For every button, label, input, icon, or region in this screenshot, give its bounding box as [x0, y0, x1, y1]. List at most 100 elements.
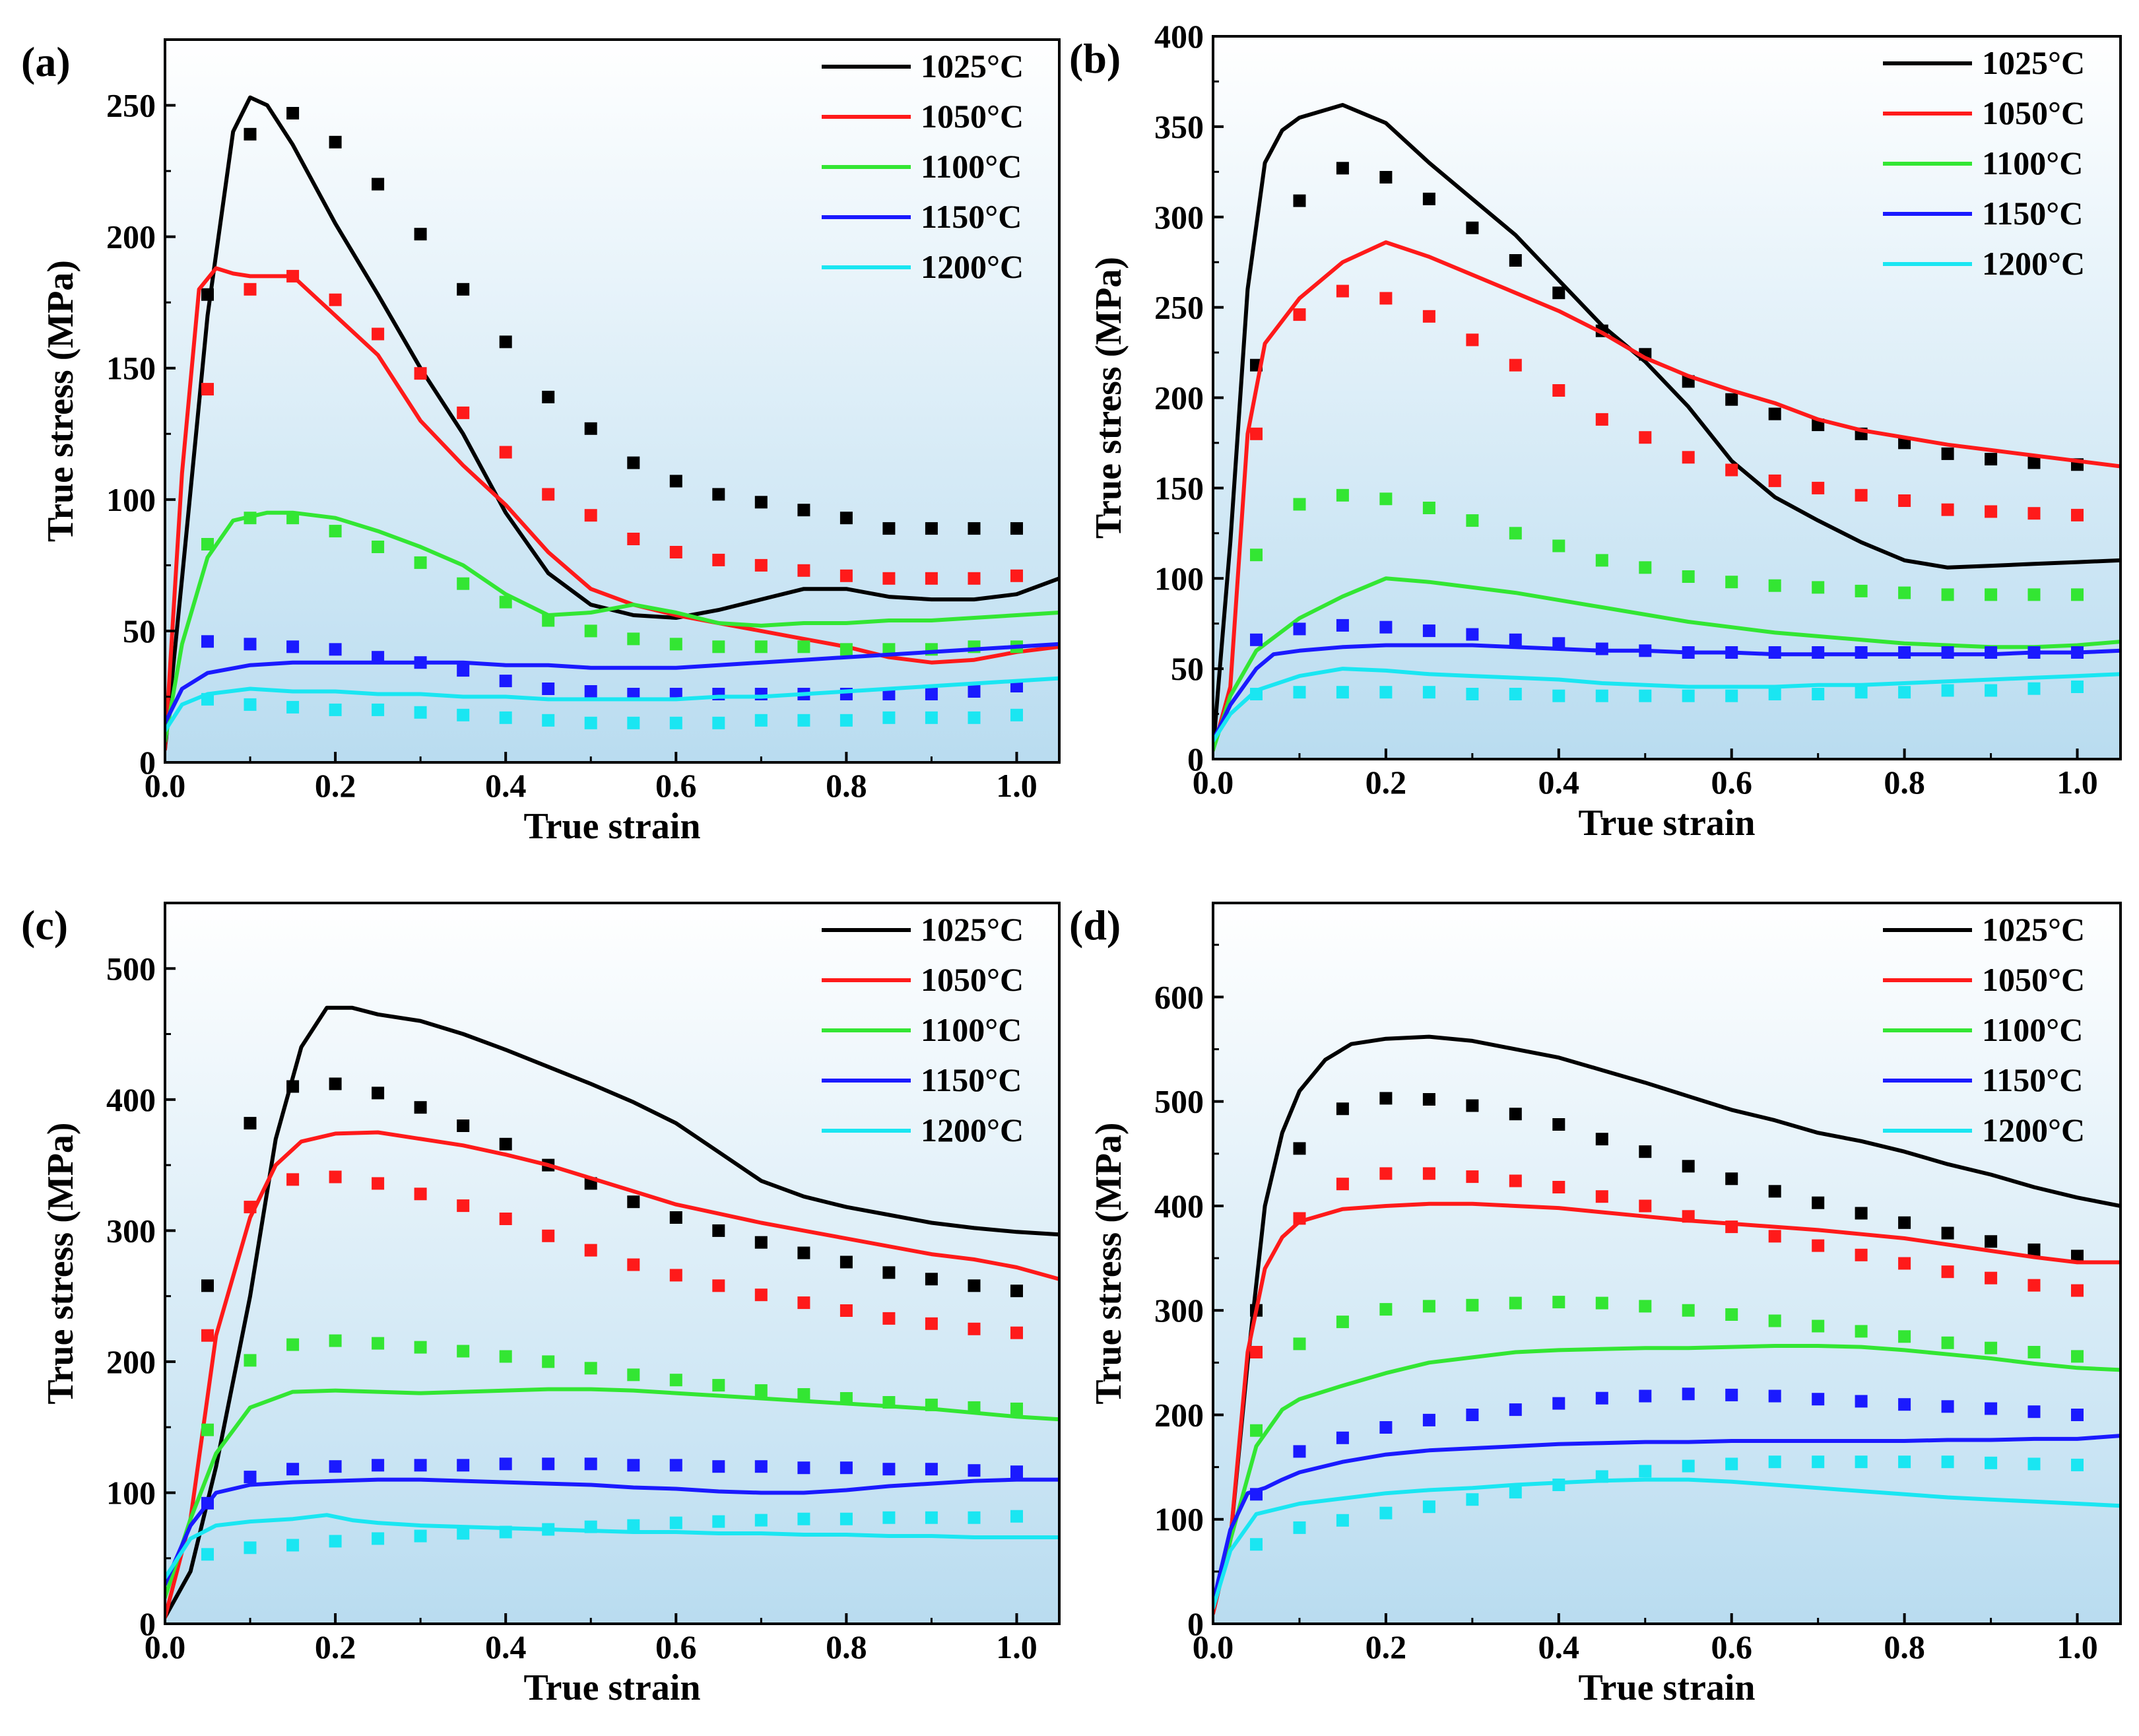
data-point-1025-c	[414, 228, 427, 241]
line-1150-c	[1213, 1434, 2121, 1605]
legend: 1025°C 1050°C 1100°C 1150°C 1200°C	[822, 48, 1024, 285]
data-point-1025-c	[499, 335, 512, 349]
line-1200-c	[165, 1513, 1059, 1580]
data-point-1050-c	[499, 1213, 512, 1225]
data-point-1200-c	[2071, 1458, 2084, 1471]
data-point-1150-c	[2027, 1405, 2041, 1419]
data-point-1150-c	[542, 1457, 555, 1471]
data-point-1200-c	[457, 1527, 470, 1540]
data-point-1200-c	[584, 1520, 597, 1533]
axes-frame	[1212, 902, 2122, 1625]
data-point-1150-c	[584, 1457, 597, 1471]
data-point-1050-c	[1682, 451, 1695, 464]
panel-label: (d)	[1069, 902, 1121, 949]
data-point-1200-c	[1682, 1459, 1695, 1473]
data-point-1150-c	[1768, 646, 1781, 659]
data-point-1200-c	[1725, 689, 1738, 702]
data-point-1150-c	[627, 1459, 640, 1472]
data-point-1050-c	[1725, 463, 1738, 477]
legend-label-1025-c: 1025°C	[921, 911, 1024, 948]
line-1150-c	[1213, 643, 2121, 743]
data-point-1150-c	[2071, 1409, 2084, 1421]
data-point-1100-c	[542, 614, 555, 627]
data-point-1025-c	[1985, 453, 1998, 466]
y-tick-label: 200	[1154, 380, 1204, 417]
data-point-1025-c	[1639, 1145, 1652, 1158]
data-point-1100-c	[1422, 502, 1435, 514]
data-point-1050-c	[2027, 507, 2041, 520]
data-point-1150-c	[1379, 1421, 1393, 1434]
y-axis-title: True stress (MPa)	[1088, 1122, 1129, 1404]
line-1025-c	[1213, 1034, 2121, 1616]
data-point-1150-c	[542, 683, 555, 695]
data-point-1100-c	[925, 1398, 938, 1411]
legend-label-1150-c: 1150°C	[921, 198, 1022, 235]
data-point-1100-c	[1466, 1298, 1479, 1312]
legend-label-1200-c: 1200°C	[1982, 245, 2085, 282]
y-axis-title: True stress (MPa)	[40, 260, 81, 542]
x-tick-label: 0.8	[1884, 764, 1925, 801]
data-point-1200-c	[712, 1515, 725, 1528]
panel-a: 0.0 0.2 0.4 0.6 0.8 1.0 0 50 100 150 200 250 True st…	[21, 38, 1061, 847]
data-point-1025-c	[1768, 1185, 1781, 1198]
data-point-1100-c	[1509, 527, 1522, 540]
data-point-1200-c	[1336, 1514, 1349, 1527]
line-1100-c	[1213, 576, 2121, 752]
x-axis-title: True strain	[1578, 1667, 1755, 1708]
data-point-1100-c	[201, 1423, 214, 1436]
data-point-1200-c	[1293, 686, 1306, 699]
data-point-1100-c	[2027, 1346, 2041, 1358]
data-point-1150-c	[968, 685, 981, 698]
legend-label-1100-c: 1100°C	[921, 148, 1022, 185]
data-point-1050-c	[669, 1269, 682, 1282]
data-point-1200-c	[201, 1548, 214, 1561]
data-point-1025-c	[457, 1119, 470, 1132]
y-tick-label: 200	[1154, 1396, 1204, 1433]
data-point-1025-c	[584, 422, 597, 435]
data-point-1025-c	[1595, 1133, 1608, 1146]
data-point-1200-c	[329, 703, 342, 716]
data-point-1025-c	[754, 496, 768, 509]
data-point-1200-c	[1010, 708, 1023, 721]
x-tick-label: 0.0	[145, 767, 186, 804]
data-point-1200-c	[1552, 689, 1565, 702]
data-point-1150-c	[669, 1459, 682, 1472]
data-point-1150-c	[244, 1471, 257, 1484]
data-point-1025-c	[627, 456, 640, 469]
data-point-1050-c	[244, 283, 257, 296]
data-point-1025-c	[2027, 1243, 2041, 1256]
x-tick-label: 0.2	[1366, 764, 1407, 801]
x-tick-label: 0.6	[655, 767, 697, 804]
data-point-1200-c	[712, 716, 725, 729]
data-point-1025-c	[669, 475, 682, 488]
data-point-1050-c	[1466, 333, 1479, 347]
data-point-1150-c	[457, 664, 470, 677]
data-point-1100-c	[244, 1354, 257, 1367]
legend-label-1050-c: 1050°C	[921, 961, 1024, 998]
data-point-1100-c	[839, 643, 853, 656]
data-point-1150-c	[1682, 646, 1695, 659]
data-point-1150-c	[1812, 1393, 1825, 1406]
data-point-1050-c	[372, 1177, 385, 1190]
series-1150-c	[165, 1457, 1059, 1587]
data-point-1100-c	[1985, 1341, 1998, 1354]
data-point-1150-c	[244, 638, 257, 651]
y-tick-label: 400	[106, 1081, 156, 1118]
data-point-1025-c	[797, 1246, 810, 1259]
data-point-1200-c	[754, 714, 768, 727]
data-point-1100-c	[797, 1388, 810, 1401]
data-point-1050-c	[627, 533, 640, 545]
data-point-1025-c	[286, 107, 300, 119]
data-point-1100-c	[797, 640, 810, 653]
data-point-1150-c	[1466, 628, 1479, 641]
data-point-1050-c	[1379, 292, 1393, 305]
x-tick-label: 0.2	[315, 1628, 356, 1665]
data-point-1025-c	[2071, 1250, 2084, 1263]
data-point-1150-c	[1725, 646, 1738, 659]
x-tick-label: 0.0	[1193, 764, 1234, 801]
data-point-1150-c	[1336, 1431, 1349, 1444]
plot-area	[165, 40, 1059, 762]
data-point-1100-c	[329, 1334, 342, 1347]
x-tick-label: 0.6	[1711, 1628, 1752, 1665]
